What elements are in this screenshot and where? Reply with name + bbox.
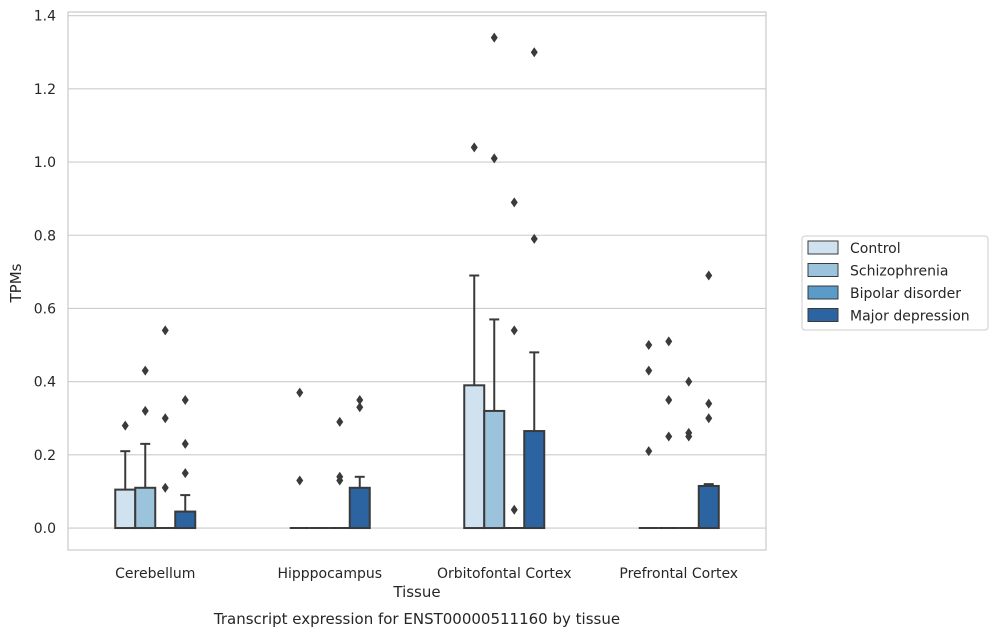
outlier-point bbox=[121, 420, 129, 431]
legend: Control Schizophrenia Bipolar disorder Majo… bbox=[801, 235, 989, 331]
legend-frame bbox=[801, 235, 989, 331]
x-tick-label: Orbitofontal Cortex bbox=[437, 566, 572, 582]
bar bbox=[114, 488, 137, 530]
outlier-point bbox=[645, 365, 653, 376]
outlier-point bbox=[705, 270, 713, 281]
outlier-point bbox=[296, 387, 304, 398]
y-tick-label: 1.2 bbox=[34, 82, 56, 98]
y-tick-label: 1.4 bbox=[34, 9, 56, 25]
error-bars bbox=[120, 274, 714, 512]
outlier-point bbox=[181, 438, 189, 449]
outliers bbox=[121, 32, 713, 515]
y-tick-label: 0.0 bbox=[34, 521, 56, 537]
outlier-point bbox=[161, 413, 169, 424]
grid bbox=[68, 15, 766, 529]
outlier-point bbox=[645, 340, 653, 351]
x-axis: Cerebellum Hipppocampus Orbitofontal Corte… bbox=[115, 566, 738, 582]
outlier-point bbox=[141, 405, 149, 416]
y-tick-label: 1.0 bbox=[34, 155, 56, 171]
legend-entry: Schizophrenia bbox=[850, 264, 948, 280]
legend-swatch bbox=[807, 285, 839, 300]
outlier-point bbox=[510, 325, 518, 336]
outlier-point bbox=[490, 153, 498, 164]
bars bbox=[114, 384, 720, 530]
outlier-point bbox=[705, 398, 713, 409]
plot-frame bbox=[67, 11, 767, 551]
outlier-point bbox=[470, 142, 478, 153]
outlier-point bbox=[665, 336, 673, 347]
y-tick-label: 0.4 bbox=[34, 375, 56, 391]
bar bbox=[134, 486, 157, 530]
outlier-point bbox=[665, 394, 673, 405]
y-tick-label: 0.2 bbox=[34, 448, 56, 464]
y-tick-label: 0.6 bbox=[34, 301, 56, 317]
outlier-point bbox=[530, 47, 538, 58]
outlier-point bbox=[510, 197, 518, 208]
chart-caption: Transcript expression for ENST0000051116… bbox=[213, 610, 620, 628]
outlier-point bbox=[685, 431, 693, 442]
outlier-point bbox=[161, 482, 169, 493]
outlier-point bbox=[336, 475, 344, 486]
legend-entry: Control bbox=[850, 241, 901, 257]
outlier-point bbox=[685, 376, 693, 387]
legend-entry: Major depression bbox=[850, 309, 970, 325]
x-tick-label: Prefrontal Cortex bbox=[619, 566, 738, 582]
outlier-point bbox=[356, 402, 364, 413]
outlier-point bbox=[181, 394, 189, 405]
outlier-point bbox=[336, 416, 344, 427]
legend-entry: Bipolar disorder bbox=[850, 286, 961, 302]
bar bbox=[463, 384, 486, 530]
bar bbox=[483, 409, 506, 530]
outlier-point bbox=[356, 394, 364, 405]
legend-swatch bbox=[807, 263, 839, 277]
x-tick-label: Hipppocampus bbox=[277, 566, 382, 582]
legend-swatch bbox=[807, 308, 839, 322]
outlier-point bbox=[161, 325, 169, 336]
outlier-point bbox=[665, 431, 673, 442]
bar bbox=[348, 486, 371, 530]
x-axis-label: Tissue bbox=[392, 583, 440, 601]
y-axis-label: TPMs bbox=[7, 263, 25, 303]
outlier-point bbox=[490, 32, 498, 43]
bar bbox=[697, 484, 720, 530]
y-tick-label: 0.8 bbox=[34, 228, 56, 244]
outlier-point bbox=[645, 446, 653, 457]
y-axis: 0.0 0.2 0.4 0.6 0.8 1.0 1.2 1.4 bbox=[34, 9, 56, 537]
bar bbox=[174, 510, 197, 530]
outlier-point bbox=[141, 365, 149, 376]
outlier-point bbox=[296, 475, 304, 486]
outlier-point bbox=[510, 504, 518, 515]
outlier-point bbox=[705, 413, 713, 424]
x-tick-label: Cerebellum bbox=[115, 566, 195, 582]
bar bbox=[523, 430, 546, 530]
outlier-point bbox=[181, 468, 189, 479]
outlier-point bbox=[530, 233, 538, 244]
legend-swatch bbox=[807, 240, 839, 255]
